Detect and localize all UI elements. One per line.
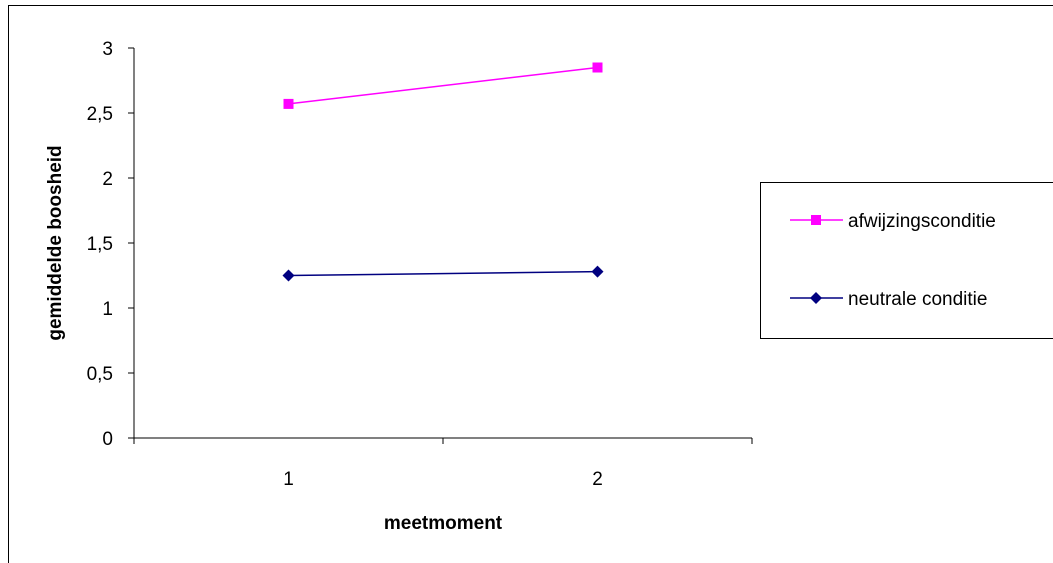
y-tick-label: 2 — [102, 169, 113, 190]
x-tick-label: 1 — [283, 469, 294, 490]
y-tick-label: 0,5 — [87, 364, 113, 385]
legend-label: neutrale conditie — [848, 289, 987, 310]
x-axis-title: meetmoment — [384, 513, 503, 534]
series-layer — [282, 62, 604, 282]
y-tick-label: 3 — [102, 39, 113, 60]
y-tick-label: 2,5 — [87, 104, 113, 125]
y-tick-label: 1,5 — [87, 234, 113, 255]
y-axis-title: gemiddelde boosheid — [45, 145, 66, 340]
data-point — [282, 269, 295, 282]
legend: afwijzingsconditie neutrale conditie — [760, 182, 1053, 339]
series-line — [288, 270, 598, 277]
y-tick-label: 1 — [102, 299, 113, 320]
legend-swatch-marker — [811, 215, 821, 225]
x-tick-label: 2 — [592, 469, 603, 490]
legend-label: afwijzingsconditie — [848, 211, 996, 232]
legend-box — [760, 182, 1053, 339]
series-line — [288, 66, 598, 105]
data-point — [591, 265, 604, 278]
y-tick-label: 0 — [102, 429, 113, 450]
data-point — [283, 98, 294, 109]
y-ticks: 0 0,5 1 1,5 2 2,5 3 — [87, 39, 134, 450]
data-point — [592, 62, 603, 73]
legend-swatch-marker — [810, 292, 822, 304]
